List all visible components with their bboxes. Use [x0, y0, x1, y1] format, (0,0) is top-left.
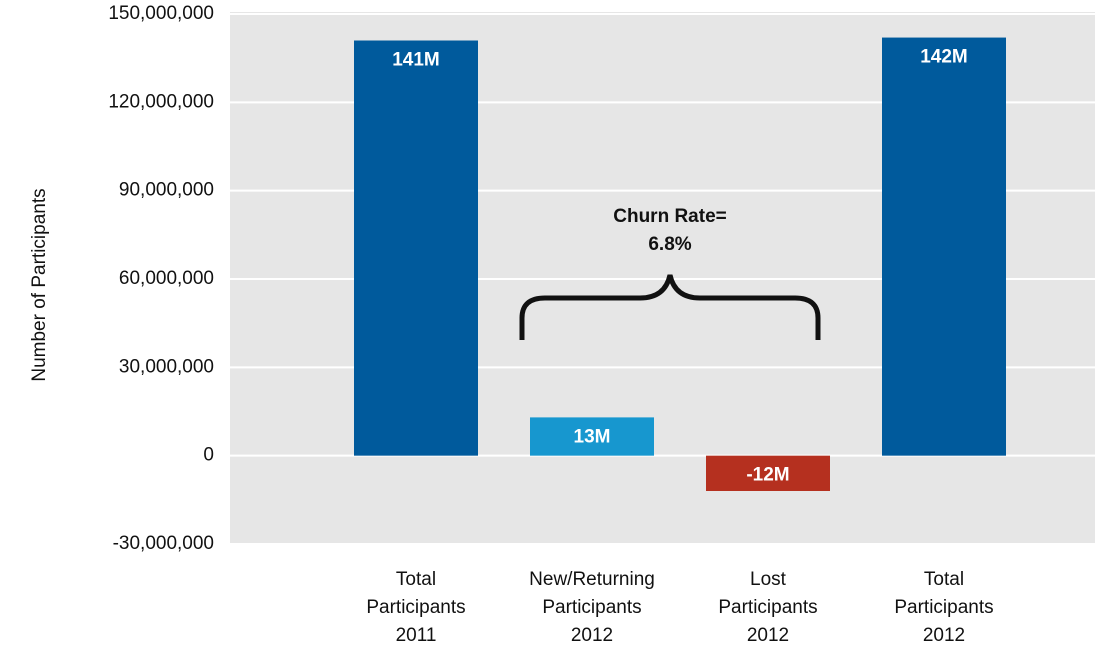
- y-tick-label: 90,000,000: [119, 180, 214, 201]
- x-tick-label: New/Returning Participants 2012: [529, 569, 655, 646]
- bar: [530, 417, 654, 456]
- value-label: 13M: [574, 426, 611, 447]
- y-tick-label: 120,000,000: [108, 91, 214, 112]
- y-tick-label: 0: [203, 445, 214, 466]
- x-tick-label: Total Participants 2011: [366, 569, 466, 646]
- x-tick-label: Total Participants 2012: [894, 569, 994, 646]
- churn-brace: [519, 274, 821, 340]
- x-tick-label: Lost Participants 2012: [718, 569, 818, 646]
- bar: [882, 37, 1006, 456]
- y-tick-label: -30,000,000: [113, 533, 214, 554]
- value-label: 141M: [392, 50, 440, 71]
- bar: [354, 40, 478, 456]
- y-tick-label: 30,000,000: [119, 356, 214, 377]
- y-tick-label: 150,000,000: [108, 3, 214, 24]
- bar: [706, 455, 830, 491]
- value-label: 142M: [920, 47, 968, 68]
- value-label: -12M: [746, 465, 789, 486]
- y-tick-label: 60,000,000: [119, 268, 214, 289]
- y-axis-label: Number of Participants: [29, 188, 50, 381]
- annotation: Churn Rate= 6.8%: [613, 206, 727, 255]
